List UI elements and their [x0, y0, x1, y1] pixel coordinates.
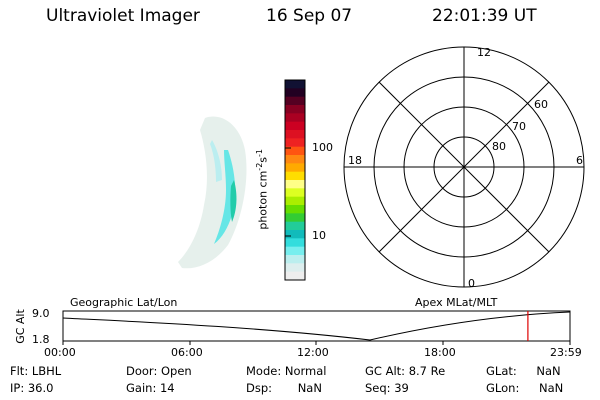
orbit-altitude-curve — [62, 311, 571, 341]
dsp-label: Dsp: — [246, 381, 273, 395]
colorbar-segment — [285, 246, 305, 256]
seq-value: 39 — [394, 381, 409, 395]
lat-label-60: 60 — [534, 98, 548, 111]
mode-label: Mode: — [246, 364, 282, 378]
polar-diagonal-2 — [378, 81, 550, 253]
timeline-x-tick-2: 12:00 — [297, 346, 329, 359]
instrument-title: Ultraviolet Imager — [46, 6, 200, 26]
status-ip: IP: 36.0 — [10, 381, 53, 395]
timeline-right-title: Apex MLat/MLT — [415, 296, 498, 309]
colorbar-segment — [285, 113, 305, 123]
status-seq: Seq: 39 — [365, 381, 409, 395]
colorbar-segment — [285, 230, 305, 239]
timeline-x-tick-3: 18:00 — [424, 346, 456, 359]
colorbar-segment — [285, 255, 305, 264]
status-dsp: Dsp: NaN — [246, 381, 322, 395]
lat-label-70: 70 — [512, 120, 526, 133]
colorbar-units-label: photon cm-2s-1 — [255, 149, 270, 230]
colorbar-units-mid: s — [256, 156, 270, 163]
colorbar-segment — [285, 213, 305, 223]
timeline-ticks — [62, 341, 571, 345]
timeline-x-tick-4: 23:59 — [550, 346, 582, 359]
mlt-label-18: 18 — [348, 154, 362, 167]
colorbar-segment — [285, 271, 305, 281]
colorbar-segment — [285, 105, 305, 114]
polar-plot — [343, 46, 585, 288]
colorbar — [285, 80, 305, 281]
colorbar-units-exp1: -2 — [255, 162, 265, 171]
colorbar-tick-label-100: 100 — [312, 141, 333, 154]
colorbar-segment — [285, 96, 305, 106]
timeline-frame — [62, 310, 571, 342]
colorbar-segment — [285, 138, 305, 148]
timeline-x-tick-0: 00:00 — [44, 346, 76, 359]
colorbar-units-text: photon cm — [256, 170, 270, 230]
timeline-y-bottom: 1.8 — [32, 333, 50, 346]
timeline-y-top: 9.0 — [32, 307, 50, 320]
glon-value: NaN — [538, 381, 564, 395]
time-label: 22:01:39 UT — [432, 6, 537, 26]
colorbar-segment — [285, 205, 305, 214]
lat-label-80: 80 — [492, 140, 506, 153]
status-mode: Mode: Normal — [246, 364, 326, 378]
filter-value: LBHL — [31, 364, 62, 378]
colorbar-segment — [285, 163, 305, 173]
gcalt-label: GC Alt: — [365, 364, 406, 378]
ip-value: 36.0 — [27, 381, 54, 395]
colorbar-segment — [285, 80, 305, 89]
mlt-label-12: 12 — [477, 46, 491, 59]
colorbar-segment — [285, 146, 305, 156]
date-label: 16 Sep 07 — [266, 6, 353, 26]
timeline-y-axis-label: GC Alt — [13, 309, 27, 344]
glat-value: NaN — [536, 364, 561, 378]
colorbar-segment — [285, 180, 305, 189]
status-filter: Flt: LBHL — [10, 364, 61, 378]
colorbar-segment — [285, 130, 305, 139]
colorbar-frame — [284, 79, 306, 281]
door-value: Open — [160, 364, 192, 378]
colorbar-segment — [285, 88, 305, 98]
colorbar-segment — [285, 196, 305, 206]
gain-value: 14 — [159, 381, 175, 395]
colorbar-segment — [285, 121, 305, 131]
glat-label: GLat: — [486, 364, 517, 378]
colorbar-segment — [285, 188, 305, 198]
ip-label: IP: — [10, 381, 25, 395]
filter-label: Flt: — [10, 364, 29, 378]
mlt-label-6: 6 — [576, 154, 583, 167]
colorbar-segment — [285, 221, 305, 231]
status-door: Door: Open — [126, 364, 192, 378]
status-gcalt: GC Alt: 8.7 Re — [365, 364, 445, 378]
gain-label: Gain: — [126, 381, 157, 395]
colorbar-segment — [285, 238, 305, 248]
auroral-image — [178, 116, 247, 269]
colorbar-segment — [285, 171, 305, 181]
door-label: Door: — [126, 364, 158, 378]
mlt-label-0: 0 — [468, 277, 475, 290]
status-glon: GLon: NaN — [486, 381, 563, 395]
gcalt-value: 8.7 Re — [408, 364, 446, 378]
status-gain: Gain: 14 — [126, 381, 175, 395]
mode-value: Normal — [284, 364, 327, 378]
timeline-left-title: Geographic Lat/Lon — [70, 296, 178, 309]
colorbar-tick-label-10: 10 — [312, 229, 326, 242]
colorbar-segment — [285, 155, 305, 164]
colorbar-segment — [285, 263, 305, 273]
seq-label: Seq: — [365, 381, 391, 395]
status-glat: GLat: NaN — [486, 364, 561, 378]
dsp-value: NaN — [297, 381, 322, 395]
timeline-x-tick-1: 06:00 — [171, 346, 203, 359]
glon-label: GLon: — [486, 381, 520, 395]
colorbar-units-exp2: -1 — [255, 148, 265, 157]
